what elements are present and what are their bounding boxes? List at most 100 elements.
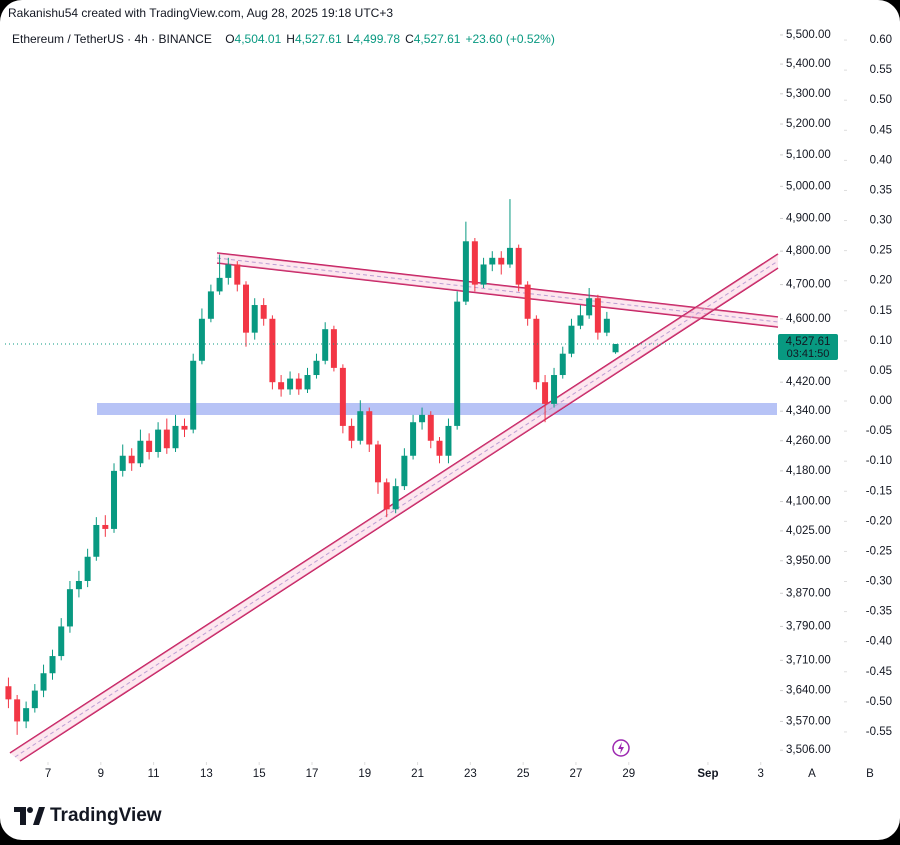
channel-fill	[217, 253, 778, 327]
y2-tick-label: 0.20	[870, 275, 892, 287]
y2-tick-label: 0.05	[870, 365, 892, 377]
y-tick-label: 4,340.00	[786, 405, 831, 417]
axis-button[interactable]: A	[808, 768, 816, 780]
y-tick-label: 4,025.00	[786, 525, 831, 537]
candle-body	[568, 325, 575, 354]
y2-tick-label: -0.20	[866, 515, 892, 527]
y2-tick-label: 0.55	[870, 64, 892, 76]
candle-body	[40, 673, 47, 691]
candle-body	[445, 425, 452, 456]
y-tick-label: 3,790.00	[786, 620, 831, 632]
y-tick-label: 4,420.00	[786, 376, 831, 388]
axis-button[interactable]: B	[866, 768, 874, 780]
candle-body	[93, 524, 100, 557]
channel-line	[216, 252, 779, 318]
legend-value: 4,499.78	[353, 32, 400, 46]
channel-mid	[216, 257, 779, 323]
y-tick-label: 5,000.00	[786, 180, 831, 192]
candle-body	[330, 329, 337, 368]
y2-tick-label: -0.40	[866, 636, 892, 648]
brand: TradingView	[50, 805, 162, 826]
candle-body	[198, 318, 205, 361]
candle-body	[14, 699, 21, 722]
candle-body	[66, 589, 73, 627]
legend-key: L	[347, 32, 354, 46]
x-tick-label: 27	[570, 768, 583, 780]
candle-body	[111, 470, 118, 529]
candle-body	[427, 414, 434, 441]
candle-body	[137, 440, 144, 464]
y2-tick-label: 0.50	[870, 94, 892, 106]
y2-tick-label: -0.35	[866, 606, 892, 618]
x-tick-label: 9	[98, 768, 104, 780]
candle-body	[436, 440, 443, 456]
candle-body	[119, 455, 126, 471]
y-tick-label: 3,870.00	[786, 587, 831, 599]
candle-body	[586, 298, 593, 316]
credit: Rakanishu54 created with TradingView.com…	[8, 6, 393, 20]
y2-tick-label: 0.30	[870, 215, 892, 227]
x-tick-label: 21	[411, 768, 424, 780]
y-tick-label: 5,500.00	[786, 29, 831, 41]
candle-body	[234, 264, 241, 285]
channel-line	[216, 262, 779, 328]
y2-tick-label: -0.15	[866, 485, 892, 497]
candle-body	[348, 425, 355, 441]
candle-body	[304, 375, 311, 390]
y-tick-label: 5,300.00	[786, 88, 831, 100]
candle-body	[242, 284, 249, 333]
x-tick-label: Sep	[697, 768, 718, 780]
candle-body	[146, 440, 153, 452]
candle-body	[559, 353, 566, 376]
candle-body	[155, 429, 162, 452]
candle-body	[410, 422, 417, 456]
y2-tick-label: 0.25	[870, 245, 892, 257]
y-tick-label: 3,710.00	[786, 654, 831, 666]
candle-body	[419, 414, 426, 423]
candle-body	[551, 375, 558, 404]
y-tick-label: 3,950.00	[786, 555, 831, 567]
upper-channel	[216, 252, 779, 328]
x-tick-label: 19	[358, 768, 371, 780]
candle-body	[594, 298, 601, 333]
alert-icon[interactable]	[612, 739, 630, 757]
y2-tick-label: -0.25	[866, 545, 892, 557]
x-tick-label: 29	[622, 768, 635, 780]
y-tick-label: 4,180.00	[786, 465, 831, 477]
candle-body	[5, 686, 12, 700]
candle-body	[269, 318, 276, 383]
candle-body	[603, 318, 610, 333]
candle-body	[471, 241, 478, 285]
y2-tick-label: 0.60	[870, 34, 892, 46]
candle-body	[533, 318, 540, 383]
legend-key: O	[225, 32, 234, 46]
x-tick-label: 3	[758, 768, 764, 780]
y2-tick-label: -0.55	[866, 726, 892, 738]
candle-body	[23, 708, 30, 722]
y-tick-label: 3,570.00	[786, 715, 831, 727]
y-tick-label: 4,800.00	[786, 245, 831, 257]
y-tick-label: 4,600.00	[786, 313, 831, 325]
y-tick-label: 5,400.00	[786, 58, 831, 70]
candle-body	[313, 360, 320, 376]
y2-tick-label: -0.45	[866, 666, 892, 678]
x-tick-label: 13	[200, 768, 213, 780]
candle-body	[515, 247, 522, 285]
y-tick-label: 5,100.00	[786, 149, 831, 161]
candle-body	[392, 486, 399, 510]
candle-body	[295, 378, 302, 390]
candle-body	[524, 284, 531, 319]
candle-body	[357, 411, 364, 441]
channel-line	[19, 267, 779, 762]
x-tick-label: 23	[464, 768, 477, 780]
y-tick-label: 4,100.00	[786, 496, 831, 508]
candle-body	[489, 257, 496, 265]
legend-change: +23.60 (+0.52%)	[465, 32, 554, 46]
alert-icon-bolt	[618, 742, 624, 754]
y-tick-label: 3,506.00	[786, 744, 831, 756]
candle-body	[374, 444, 381, 483]
legend: Ethereum / TetherUS · 4h · BINANCE O4,50…	[12, 32, 555, 46]
logo: TradingView	[14, 805, 162, 826]
candle-body	[216, 277, 223, 292]
x-tick-label: 15	[253, 768, 266, 780]
